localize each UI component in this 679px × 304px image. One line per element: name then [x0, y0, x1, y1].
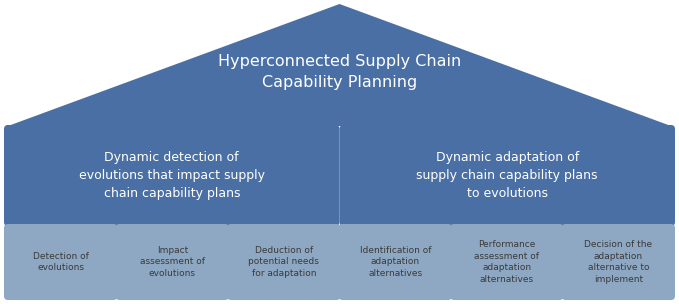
FancyBboxPatch shape [450, 224, 564, 300]
Text: Dynamic detection of
evolutions that impact supply
chain capability plans: Dynamic detection of evolutions that imp… [79, 151, 265, 200]
Text: Dynamic adaptation of
supply chain capability plans
to evolutions: Dynamic adaptation of supply chain capab… [416, 151, 598, 200]
Text: Hyperconnected Supply Chain
Capability Planning: Hyperconnected Supply Chain Capability P… [218, 54, 461, 90]
Text: Identification of
adaptation
alternatives: Identification of adaptation alternative… [359, 246, 431, 278]
FancyBboxPatch shape [339, 224, 452, 300]
FancyBboxPatch shape [227, 224, 340, 300]
FancyBboxPatch shape [4, 125, 340, 226]
FancyBboxPatch shape [115, 224, 229, 300]
FancyBboxPatch shape [4, 224, 117, 300]
FancyBboxPatch shape [340, 125, 675, 226]
Text: Detection of
evolutions: Detection of evolutions [33, 252, 89, 272]
Polygon shape [8, 4, 671, 126]
FancyBboxPatch shape [562, 224, 675, 300]
Text: Deduction of
potential needs
for adaptation: Deduction of potential needs for adaptat… [249, 246, 319, 278]
Text: Performance
assessment of
adaptation
alternatives: Performance assessment of adaptation alt… [474, 240, 539, 284]
Text: Decision of the
adaptation
alternative to
implement: Decision of the adaptation alternative t… [584, 240, 653, 284]
Text: Impact
assessment of
evolutions: Impact assessment of evolutions [140, 246, 205, 278]
